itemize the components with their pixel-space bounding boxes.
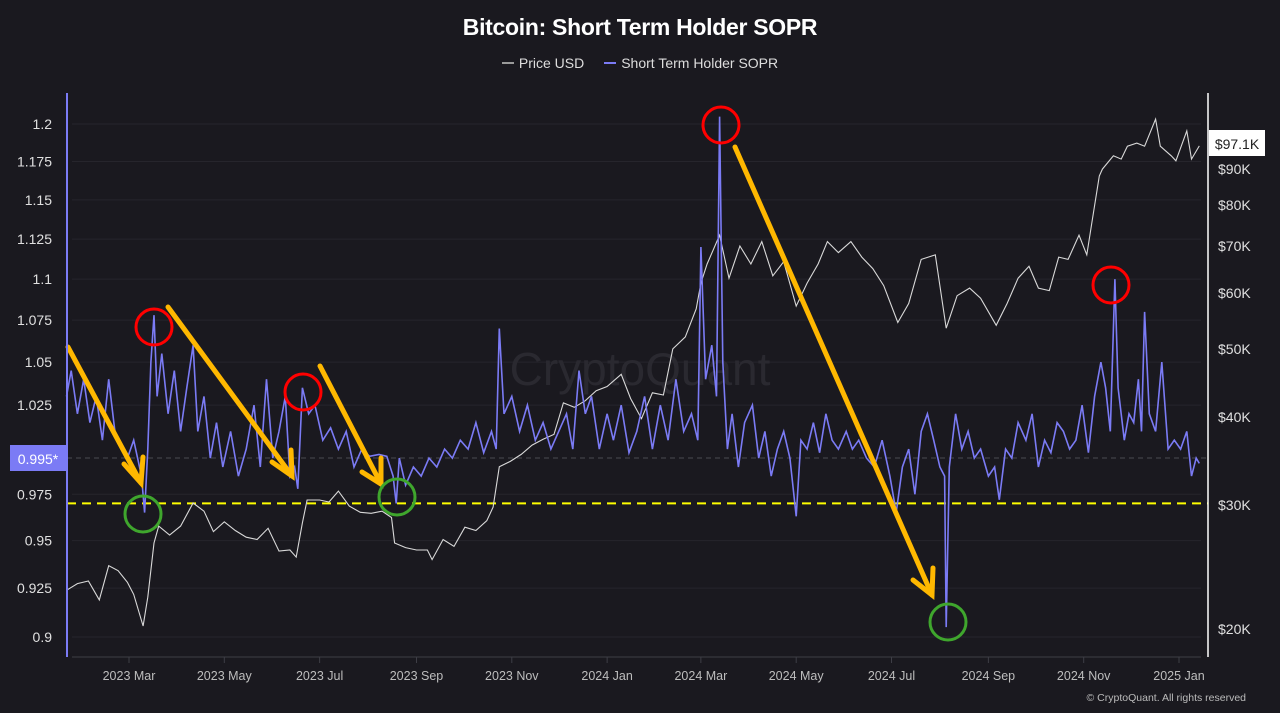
bottom-circle [377, 477, 417, 517]
y-left-tick-label: 1.075 [17, 312, 52, 328]
y-left-tick-label: 1.05 [25, 354, 52, 370]
x-tick-label: 2023 Jul [296, 669, 343, 683]
x-tick-label: 2023 Nov [485, 669, 539, 683]
chart-title: Bitcoin: Short Term Holder SOPR [462, 14, 818, 40]
y-left-tick-label: 0.9 [33, 629, 53, 645]
x-tick-label: 2024 May [769, 669, 825, 683]
x-tick-label: 2023 May [197, 669, 253, 683]
x-tick-label: 2024 Jan [581, 669, 632, 683]
legend-swatch-sopr [604, 62, 617, 64]
y-right-tick-label: $30K [1218, 497, 1251, 513]
peak-circle [701, 105, 741, 145]
x-tick-label: 2024 Nov [1057, 669, 1111, 683]
y-left-tick-label: 1.1 [33, 271, 53, 287]
y-right-tick-label: $60K [1218, 285, 1251, 301]
arrow-head [910, 565, 936, 601]
arrow-annotation [65, 344, 144, 486]
y-right-tick-label: $40K [1218, 409, 1251, 425]
x-tick-label: 2023 Mar [103, 669, 156, 683]
arrow-annotation [165, 304, 295, 479]
x-tick-label: 2024 Jul [868, 669, 915, 683]
arrow-annotation [317, 363, 384, 487]
watermark: CryptoQuant [510, 343, 771, 395]
y-left-tick-label: 1.125 [17, 231, 52, 247]
arrow-head [269, 447, 295, 481]
copyright: © CryptoQuant. All rights reserved [1086, 692, 1246, 704]
right-current-value-tag: $97.1K [1209, 130, 1265, 156]
y-left-tick-label: 0.975 [17, 486, 52, 502]
y-right-tick-label: $50K [1218, 341, 1251, 357]
x-tick-label: 2025 Jan [1153, 669, 1204, 683]
x-tick-label: 2024 Mar [674, 669, 727, 683]
y-right-tick-label: $80K [1218, 197, 1251, 213]
y-left-tick-label: 0.925 [17, 580, 52, 596]
y-left-tick-label: 1.2 [33, 116, 53, 132]
legend: Price USD Short Term Holder SOPR [0, 55, 1280, 71]
y-left-tick-label: 0.95 [25, 533, 52, 549]
legend-item-sopr[interactable]: Short Term Holder SOPR [604, 55, 778, 71]
y-right-tick-label: $90K [1218, 161, 1251, 177]
bottom-circle [123, 494, 163, 534]
series-line-price [66, 117, 1200, 627]
arrow-annotation [732, 144, 935, 598]
arrow-head [359, 455, 384, 489]
legend-item-price[interactable]: Price USD [501, 55, 585, 71]
x-tick-label: 2024 Sep [962, 669, 1016, 683]
x-tick-label: 2023 Sep [390, 669, 444, 683]
legend-swatch-price [501, 62, 514, 64]
left-current-value: 0.995* [18, 451, 59, 467]
y-left-tick-label: 1.15 [25, 192, 52, 208]
legend-label-sopr: Short Term Holder SOPR [621, 55, 779, 71]
bottom-circle [928, 602, 968, 642]
peak-circle [1091, 265, 1131, 305]
annotations [65, 105, 1131, 642]
series-line-sopr [65, 116, 1200, 628]
left-current-value-tag: 0.995* [10, 445, 67, 471]
right-current-value: $97.1K [1215, 136, 1260, 152]
y-left-tick-label: 1.025 [17, 397, 52, 413]
y-right-tick-label: $20K [1218, 621, 1251, 637]
arrow-head [121, 454, 146, 490]
legend-label-price: Price USD [518, 55, 585, 71]
y-left-tick-label: 1.175 [17, 154, 52, 170]
y-right-tick-label: $70K [1218, 238, 1251, 254]
peak-circle [283, 372, 323, 412]
peak-circle [134, 307, 174, 347]
